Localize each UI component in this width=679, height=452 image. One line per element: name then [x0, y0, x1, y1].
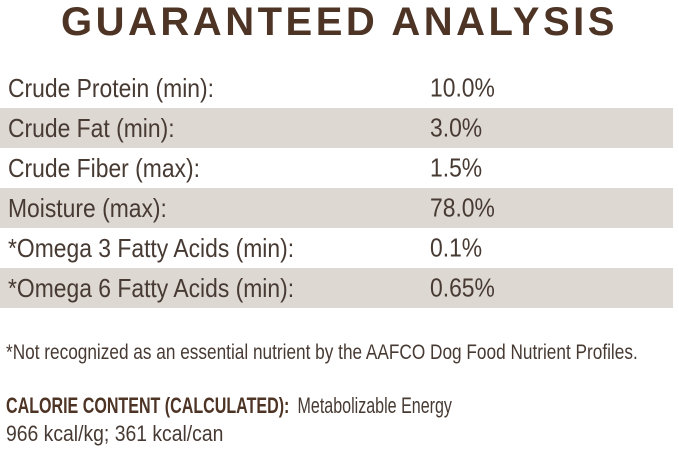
- calorie-values: 966 kcal/kg; 361 kcal/can: [6, 421, 224, 446]
- nutrient-value: 0.1%: [430, 232, 483, 263]
- nutrient-value: 0.65%: [430, 272, 495, 303]
- nutrient-label: Crude Fat (min):: [8, 112, 175, 143]
- nutrient-value: 3.0%: [430, 112, 483, 143]
- page-title: GUARANTEED ANALYSIS: [61, 0, 618, 44]
- analysis-table: Crude Protein (min): 10.0% Crude Fat (mi…: [0, 68, 673, 308]
- footnote: *Not recognized as an essential nutrient…: [0, 340, 679, 366]
- calorie-content-section: CALORIE CONTENT (CALCULATED): Metaboliza…: [0, 392, 679, 448]
- nutrient-label: Crude Fiber (max):: [8, 152, 200, 183]
- table-row: Crude Fiber (max): 1.5%: [0, 148, 673, 188]
- nutrient-label: *Omega 3 Fatty Acids (min):: [8, 232, 295, 263]
- table-row: Moisture (max): 78.0%: [0, 188, 673, 228]
- table-row: *Omega 6 Fatty Acids (min): 0.65%: [0, 268, 673, 308]
- table-row: Crude Protein (min): 10.0%: [0, 68, 673, 108]
- nutrient-value: 10.0%: [430, 72, 495, 103]
- nutrient-value: 1.5%: [430, 152, 483, 183]
- table-row: *Omega 3 Fatty Acids (min): 0.1%: [0, 228, 673, 268]
- footnote-text: *Not recognized as an essential nutrient…: [6, 341, 638, 364]
- nutrient-label: Moisture (max):: [8, 192, 167, 223]
- table-row: Crude Fat (min): 3.0%: [0, 108, 673, 148]
- nutrient-label: *Omega 6 Fatty Acids (min):: [8, 272, 295, 303]
- calorie-subheading: Metabolizable Energy: [297, 393, 452, 418]
- calorie-line: CALORIE CONTENT (CALCULATED): Metaboliza…: [6, 392, 497, 420]
- calorie-heading: CALORIE CONTENT (CALCULATED):: [6, 393, 290, 418]
- nutrient-value: 78.0%: [430, 192, 495, 223]
- nutrient-label: Crude Protein (min):: [8, 72, 214, 103]
